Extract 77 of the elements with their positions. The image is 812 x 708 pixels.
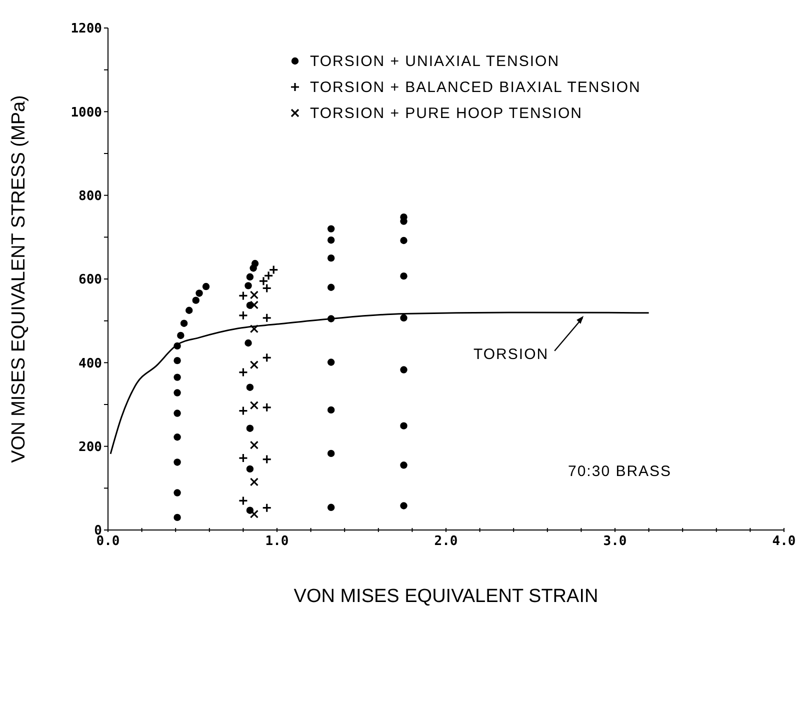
point [174, 458, 181, 466]
point [400, 422, 408, 430]
point [246, 273, 254, 281]
y-tick-label: 800 [78, 188, 102, 204]
point [400, 462, 408, 469]
legend-label: TORSION + BALANCED BIAXIAL TENSION [310, 78, 641, 96]
point [174, 410, 181, 417]
point [174, 514, 181, 522]
point [174, 434, 181, 441]
point [264, 270, 274, 280]
point [174, 374, 181, 381]
y-axis-title: VON MISES EQUIVALENT STRESS (MPa) [8, 95, 30, 463]
y-tick-label: 200 [78, 440, 102, 455]
point [262, 402, 272, 412]
point [202, 282, 210, 290]
point [327, 358, 335, 366]
point [238, 290, 248, 301]
point [186, 306, 193, 314]
point [238, 496, 248, 506]
annotation: TORSION [474, 346, 549, 363]
point [246, 384, 254, 391]
point [196, 290, 203, 297]
annotation: 70:30 BRASS [568, 463, 672, 480]
point [250, 401, 258, 410]
y-tick-label: 400 [78, 356, 102, 372]
point [251, 260, 259, 268]
point [250, 440, 258, 450]
point [262, 454, 272, 464]
point [327, 225, 335, 232]
point [174, 489, 181, 496]
point [262, 503, 272, 513]
point [174, 356, 181, 364]
point [400, 366, 408, 374]
point [400, 236, 408, 244]
x-axis-title: VON MISES EQUIVALENT STRAIN [294, 586, 598, 607]
point [400, 272, 408, 280]
point [244, 339, 252, 347]
point [177, 332, 184, 340]
point [327, 315, 335, 322]
point [327, 284, 335, 291]
point [327, 254, 335, 262]
point [327, 504, 335, 512]
x-tick-label: 2.0 [434, 534, 458, 550]
legend-label: TORSION + PURE HOOP TENSION [310, 104, 582, 122]
point [327, 406, 335, 414]
point [192, 296, 200, 304]
point [250, 510, 258, 518]
point [250, 290, 258, 300]
point [400, 502, 408, 510]
point [268, 264, 278, 275]
x-tick-label: 0.0 [96, 534, 120, 550]
point [262, 352, 272, 362]
point [246, 465, 254, 473]
y-tick-label: 1000 [70, 105, 102, 120]
point [250, 300, 258, 310]
point [250, 360, 258, 370]
point [238, 453, 248, 463]
point [180, 320, 188, 327]
point [174, 389, 181, 396]
legend-label: TORSION + UNIAXIAL TENSION [310, 52, 560, 70]
y-tick-label: 600 [78, 272, 102, 288]
x-tick-label: 4.0 [772, 534, 796, 550]
point [250, 478, 258, 486]
point [246, 424, 254, 432]
point [238, 367, 248, 378]
point [238, 406, 248, 416]
x-tick-label: 3.0 [603, 534, 627, 550]
point [327, 450, 335, 458]
point [250, 324, 258, 334]
point [238, 310, 248, 320]
y-tick-label: 1200 [70, 22, 102, 37]
x-tick-label: 1.0 [265, 534, 289, 550]
point [327, 236, 335, 244]
point [174, 342, 181, 350]
point [262, 313, 272, 323]
point [244, 282, 252, 290]
point [400, 314, 408, 322]
